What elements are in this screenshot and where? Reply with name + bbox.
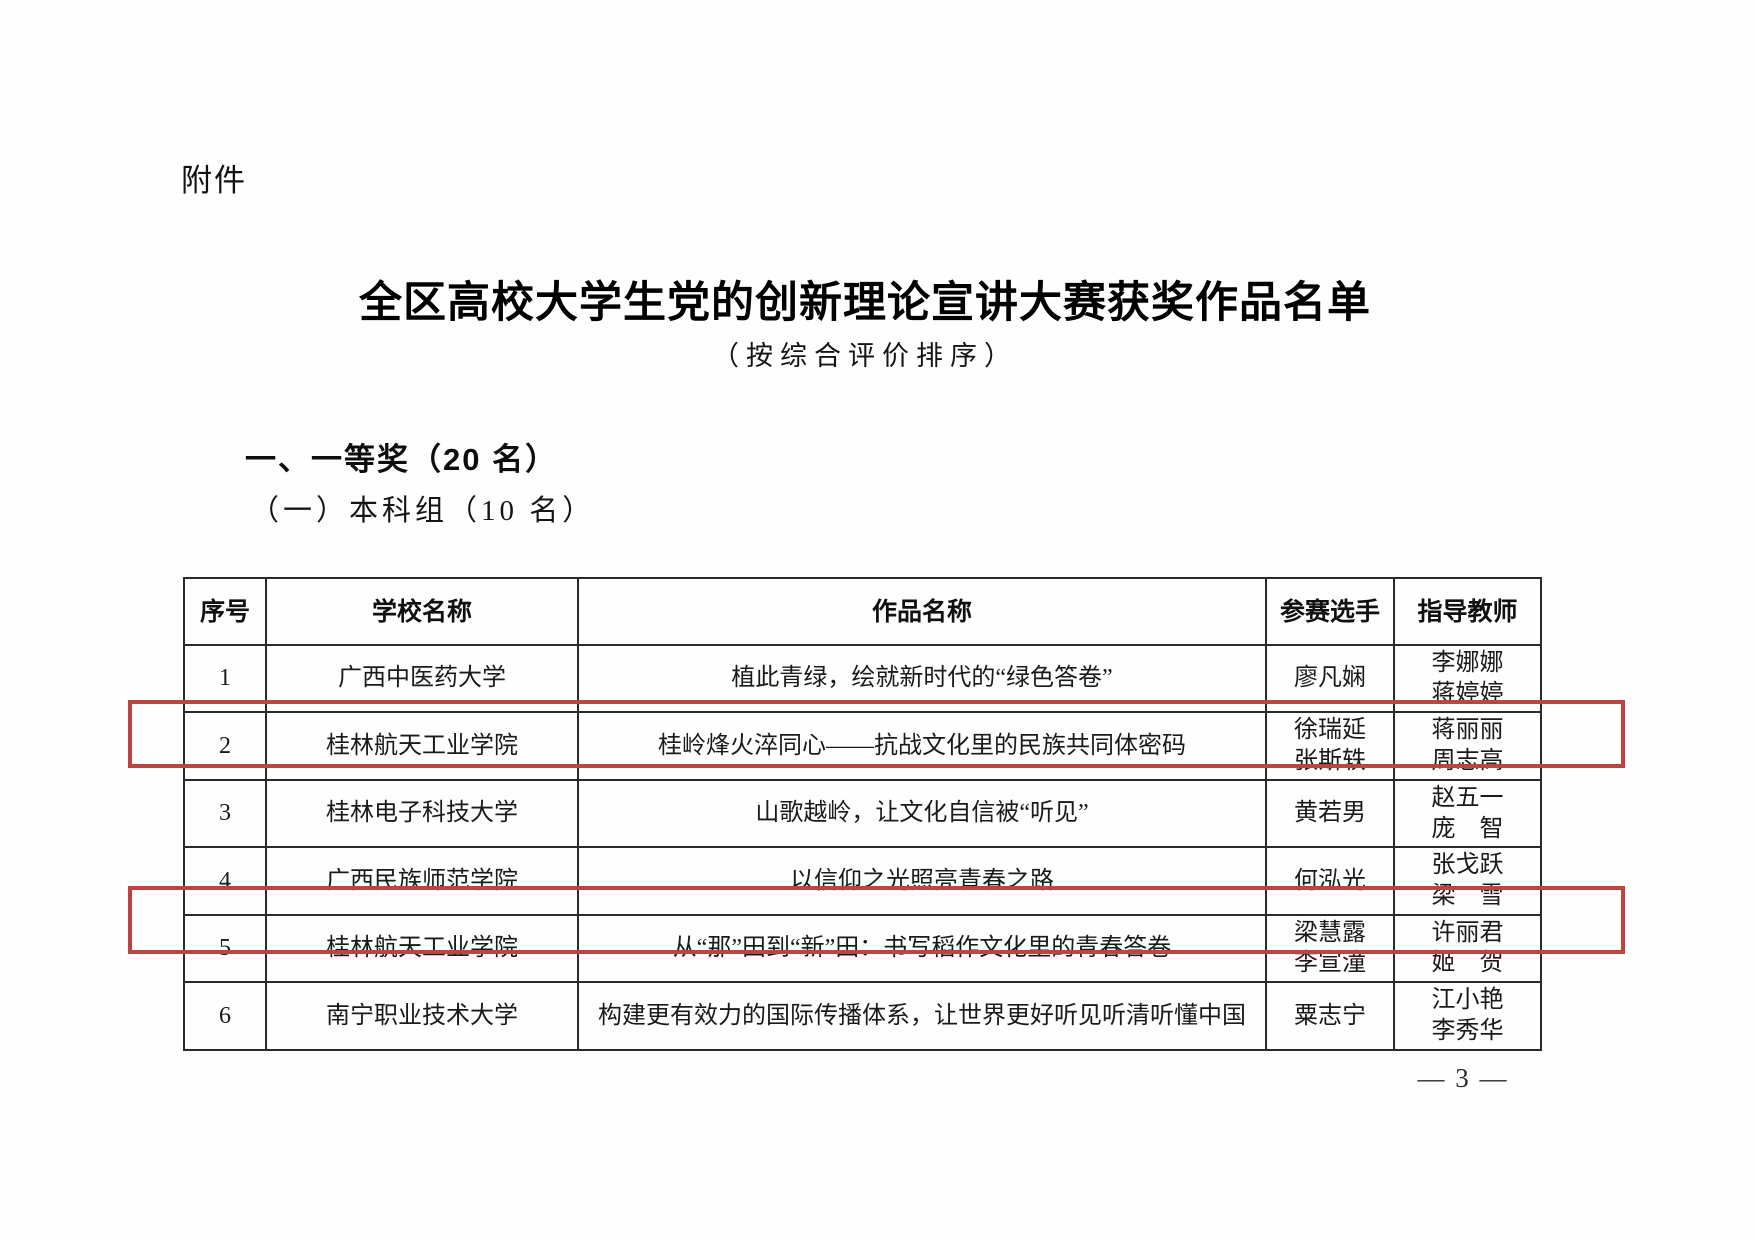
table-row: 1 广西中医药大学 植此青绿，绘就新时代的“绿色答卷” 廖凡娴 李娜娜 蒋婷婷 [183, 643, 1542, 714]
cell-school: 广西中医药大学 [265, 643, 579, 714]
cell-contestants: 何泓光 [1265, 846, 1395, 916]
award-table: 序号 学校名称 作品名称 参赛选手 指导教师 1 广西中医药大学 植此青绿，绘就… [183, 577, 1542, 1051]
cell-contestants: 徐瑞延 张斯轶 [1265, 711, 1395, 781]
cell-contestants: 黄若男 [1265, 778, 1395, 849]
document-subtitle: （按综合评价排序） [712, 341, 1018, 371]
advisor-name: 蒋丽丽 [1431, 717, 1504, 744]
cell-advisors: 许丽君 姬 贺 [1393, 913, 1542, 984]
header-work-title: 作品名称 [577, 577, 1267, 646]
contestant-name: 徐瑞延 [1294, 717, 1366, 744]
contestant-name: 黄若男 [1294, 800, 1366, 827]
section-heading-first-prize: 一、一等奖（20 名） [245, 442, 559, 477]
cell-school: 桂林电子科技大学 [265, 778, 579, 849]
table-row: 3 桂林电子科技大学 山歌越岭，让文化自信被“听见” 黄若男 赵五一 庞 智 [183, 778, 1542, 849]
cell-school: 桂林航天工业学院 [265, 711, 579, 781]
cell-advisors: 张戈跃 梁 雪 [1393, 846, 1542, 916]
cell-work-title: 构建更有效力的国际传播体系，让世界更好听见听清听懂中国 [577, 981, 1267, 1051]
advisor-name: 李秀华 [1431, 1017, 1504, 1044]
cell-work-title: 桂岭烽火淬同心——抗战文化里的民族共同体密码 [577, 711, 1267, 781]
table-header-row: 序号 学校名称 作品名称 参赛选手 指导教师 [183, 577, 1542, 646]
cell-advisors: 蒋丽丽 周志高 [1393, 711, 1542, 781]
advisor-name: 张戈跃 [1431, 852, 1504, 879]
contestant-name: 何泓光 [1294, 867, 1366, 894]
header-contestant: 参赛选手 [1265, 577, 1395, 646]
cell-advisors: 赵五一 庞 智 [1393, 778, 1542, 849]
contestant-name: 张斯轶 [1294, 748, 1366, 775]
advisor-name: 梁 雪 [1431, 883, 1504, 910]
contestant-name: 粟志宁 [1294, 1002, 1366, 1029]
cell-index: 6 [183, 981, 267, 1051]
cell-work-title: 山歌越岭，让文化自信被“听见” [577, 778, 1267, 849]
document-title: 全区高校大学生党的创新理论宣讲大赛获奖作品名单 [359, 280, 1371, 327]
advisor-name: 许丽君 [1431, 919, 1504, 946]
contestant-name: 廖凡娴 [1294, 665, 1366, 692]
cell-index: 1 [183, 643, 267, 714]
attachment-label: 附件 [181, 163, 247, 198]
cell-advisors: 江小艳 李秀华 [1393, 981, 1542, 1051]
table-row: 4 广西民族师范学院 以信仰之光照亮青春之路 何泓光 张戈跃 梁 雪 [183, 846, 1542, 916]
cell-school: 广西民族师范学院 [265, 846, 579, 916]
table-row: 6 南宁职业技术大学 构建更有效力的国际传播体系，让世界更好听见听清听懂中国 粟… [183, 981, 1542, 1051]
advisor-name: 李娜娜 [1431, 650, 1504, 676]
cell-index: 3 [183, 778, 267, 849]
advisor-name: 赵五一 [1431, 784, 1504, 811]
advisor-name: 江小艳 [1431, 987, 1504, 1014]
cell-advisors: 李娜娜 蒋婷婷 [1393, 643, 1542, 714]
page-number: — 3 — [1417, 1063, 1509, 1093]
header-index: 序号 [183, 577, 267, 646]
contestant-name: 梁慧露 [1294, 919, 1366, 946]
table-row: 2 桂林航天工业学院 桂岭烽火淬同心——抗战文化里的民族共同体密码 徐瑞延 张斯… [183, 711, 1542, 781]
advisor-name: 庞 智 [1431, 815, 1504, 842]
cell-school: 南宁职业技术大学 [265, 981, 579, 1051]
table-row: 5 桂林航天工业学院 从“那”田到“新”田：书写稻作文化里的青春答卷 梁慧露 李… [183, 913, 1542, 984]
cell-index: 2 [183, 711, 267, 781]
subsection-heading-undergraduate: （一）本科组（10 名） [250, 495, 596, 527]
advisor-name: 姬 贺 [1431, 950, 1504, 977]
cell-contestants: 粟志宁 [1265, 981, 1395, 1051]
advisor-name: 周志高 [1431, 748, 1504, 775]
cell-work-title: 以信仰之光照亮青春之路 [577, 846, 1267, 916]
cell-contestants: 廖凡娴 [1265, 643, 1395, 714]
header-advisor: 指导教师 [1393, 577, 1542, 646]
cell-school: 桂林航天工业学院 [265, 913, 579, 984]
cell-index: 4 [183, 846, 267, 916]
cell-work-title: 植此青绿，绘就新时代的“绿色答卷” [577, 643, 1267, 714]
advisor-name: 蒋婷婷 [1431, 680, 1504, 707]
cell-work-title: 从“那”田到“新”田：书写稻作文化里的青春答卷 [577, 913, 1267, 984]
header-school: 学校名称 [265, 577, 579, 646]
contestant-name: 李宣潼 [1294, 950, 1366, 977]
cell-index: 5 [183, 913, 267, 984]
cell-contestants: 梁慧露 李宣潼 [1265, 913, 1395, 984]
